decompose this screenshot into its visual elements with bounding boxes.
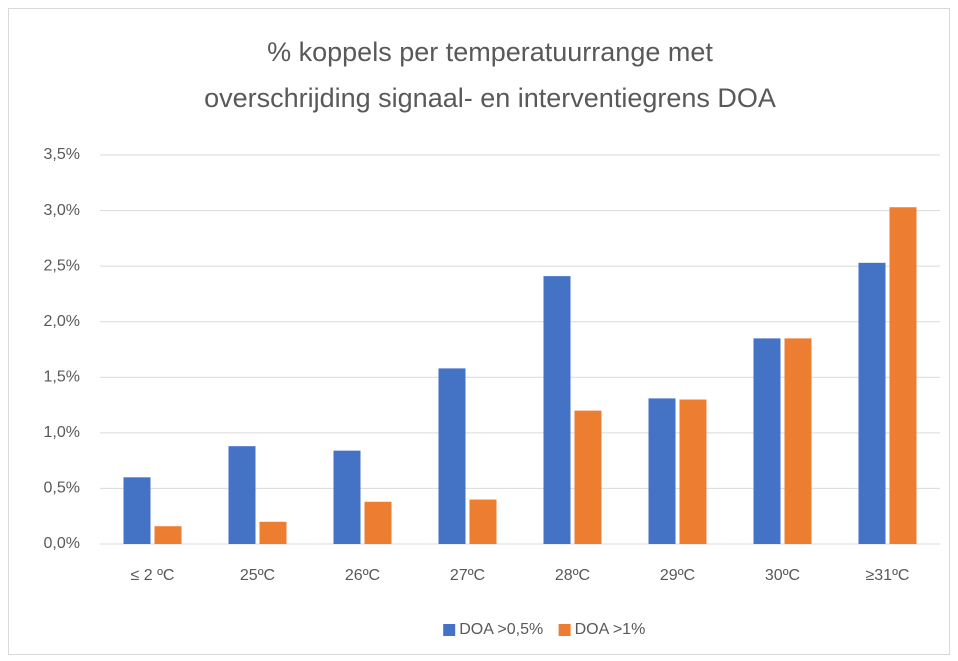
legend-label: DOA >1% xyxy=(575,621,646,638)
x-tick-label: 29ºC xyxy=(660,567,695,584)
x-tick-label: 30ºC xyxy=(765,567,800,584)
bar xyxy=(784,338,812,544)
bar xyxy=(648,398,676,544)
chart-border xyxy=(8,8,950,655)
bar xyxy=(438,368,466,544)
y-tick-label: 1,5% xyxy=(44,369,80,386)
bar xyxy=(574,410,602,544)
bar xyxy=(228,446,256,544)
bar xyxy=(858,262,886,544)
bar xyxy=(753,338,781,544)
legend-label: DOA >0,5% xyxy=(459,621,543,638)
x-tick-label: ≤ 2 ºC xyxy=(131,567,175,584)
bar xyxy=(154,526,182,544)
y-tick-label: 3,0% xyxy=(44,202,80,219)
bar xyxy=(123,477,151,544)
x-tick-label: 27ºC xyxy=(450,567,485,584)
y-tick-label: 0,5% xyxy=(44,480,80,497)
bar xyxy=(543,276,571,544)
bar xyxy=(889,207,917,545)
x-tick-label: 25ºC xyxy=(240,567,275,584)
y-tick-label: 3,5% xyxy=(44,146,80,163)
bar xyxy=(259,521,287,544)
bar xyxy=(679,399,707,544)
x-tick-label: 26ºC xyxy=(345,567,380,584)
bar xyxy=(364,501,392,544)
x-tick-label: ≥31ºC xyxy=(866,567,910,584)
bar xyxy=(469,499,497,544)
y-tick-label: 0,0% xyxy=(44,535,80,552)
y-tick-label: 1,0% xyxy=(44,424,80,441)
x-tick-label: 28ºC xyxy=(555,567,590,584)
bar xyxy=(333,450,361,544)
y-tick-label: 2,0% xyxy=(44,313,80,330)
legend-swatch xyxy=(558,624,571,636)
chart-title: % koppels per temperatuurrange met xyxy=(267,37,713,67)
chart-title: overschrijding signaal- en interventiegr… xyxy=(204,83,776,113)
legend-swatch xyxy=(443,624,456,636)
y-tick-label: 2,5% xyxy=(44,257,80,274)
